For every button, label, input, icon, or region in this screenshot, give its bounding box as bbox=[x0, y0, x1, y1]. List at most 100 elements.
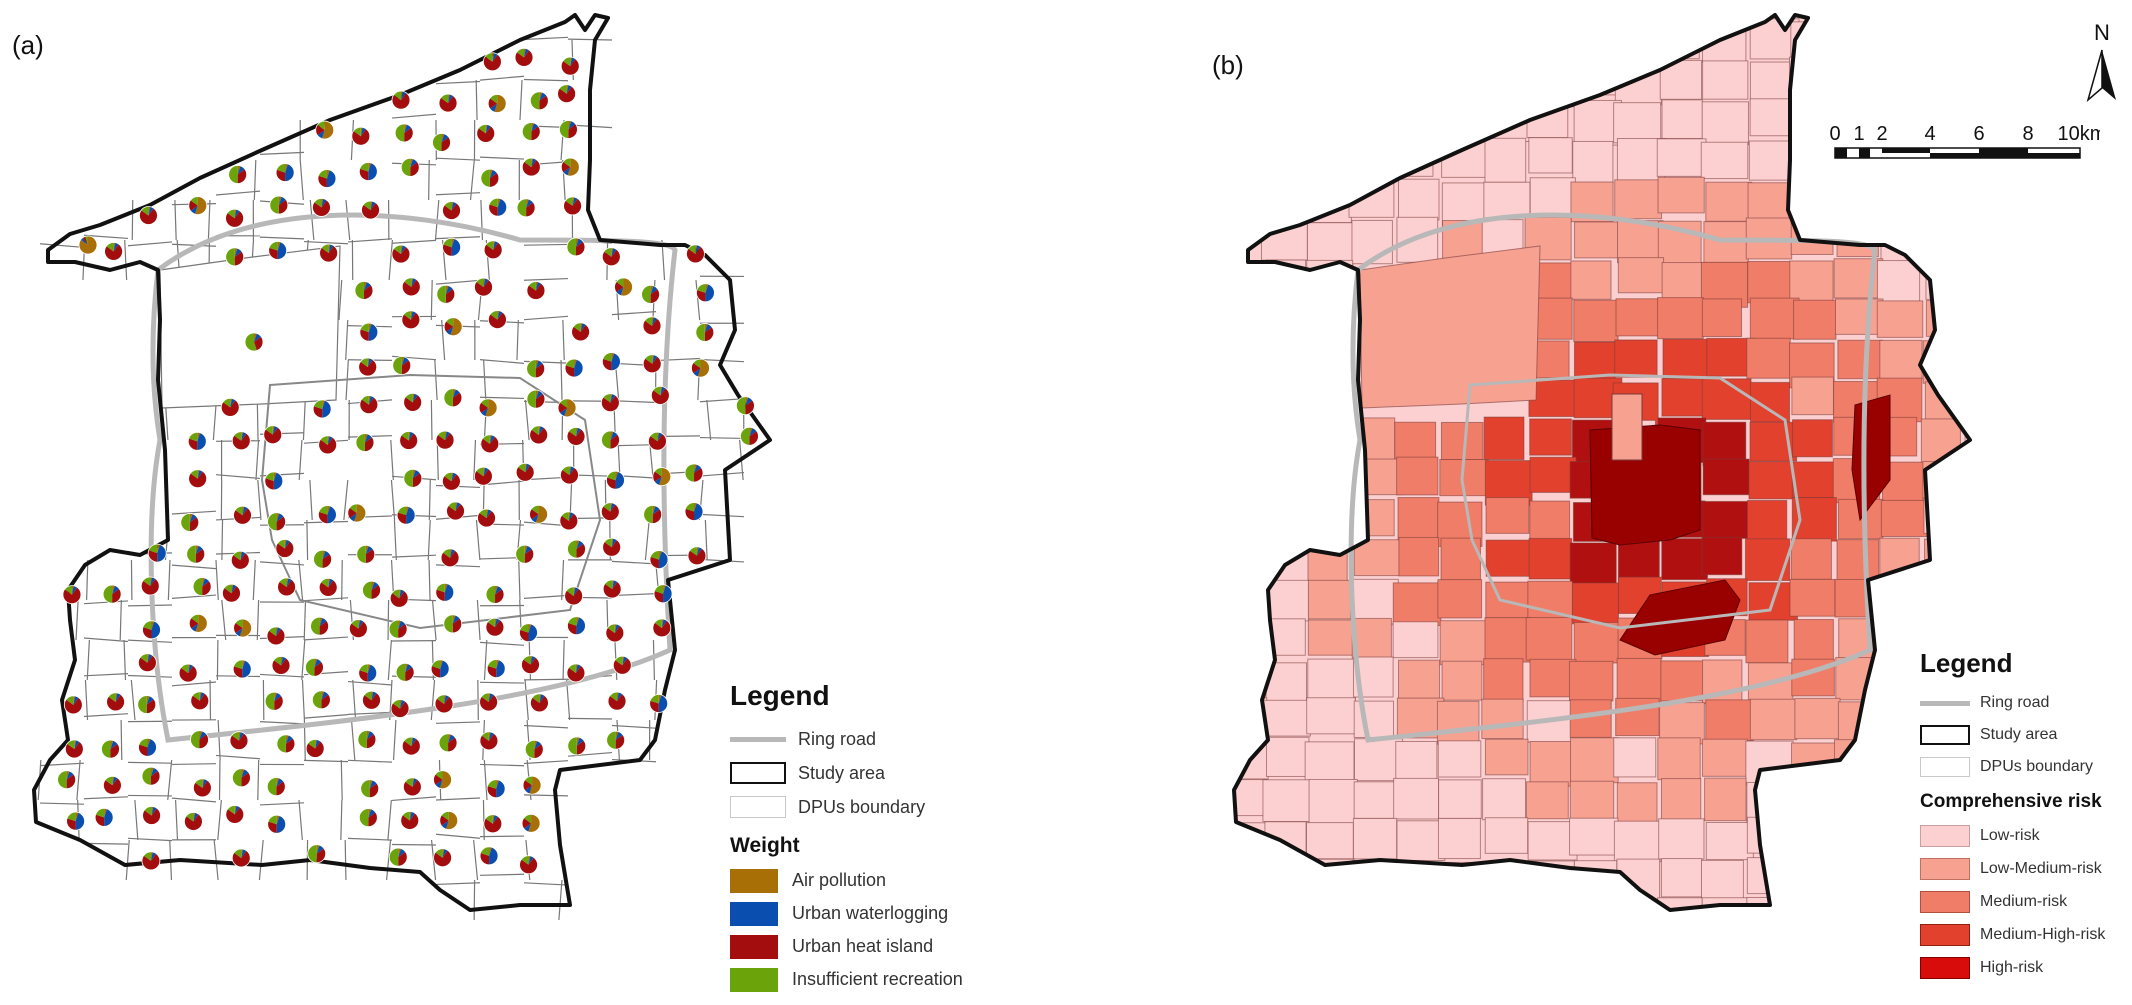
risk-cell bbox=[1569, 542, 1617, 584]
risk-cell bbox=[1262, 779, 1311, 823]
risk-cell bbox=[1528, 537, 1573, 580]
dpu-pie-marker bbox=[605, 623, 625, 643]
risk-cell bbox=[1485, 497, 1530, 534]
dpu-pie-marker bbox=[566, 663, 586, 683]
risk-cell bbox=[1529, 741, 1575, 787]
dpu-pie-marker bbox=[567, 539, 586, 559]
risk-cell bbox=[1351, 860, 1393, 905]
risk-cell bbox=[1967, 341, 1970, 385]
dpu-pie-marker bbox=[684, 502, 704, 521]
risk-cell bbox=[1617, 257, 1665, 294]
risk-label: Medium-High-risk bbox=[1980, 925, 2106, 943]
dpu-pie-marker bbox=[529, 425, 549, 445]
dpu-pie-marker bbox=[268, 241, 288, 260]
legend-a-weight-air: Air pollution bbox=[730, 864, 1000, 897]
dpu-pie-marker bbox=[225, 208, 244, 228]
risk-cell bbox=[1837, 897, 1878, 910]
dpu-pie-marker bbox=[141, 766, 161, 786]
risk-cell bbox=[1307, 178, 1352, 224]
dpu-pie-marker bbox=[178, 663, 198, 683]
risk-cell bbox=[1661, 538, 1709, 581]
risk-cell bbox=[1790, 898, 1837, 910]
risk-cell bbox=[1260, 16, 1307, 58]
risk-cell bbox=[1351, 499, 1395, 537]
risk-cell bbox=[1349, 578, 1399, 625]
dpu-pie-marker bbox=[514, 48, 534, 67]
risk-cell bbox=[1264, 420, 1310, 461]
dpu-pie-marker bbox=[649, 550, 669, 569]
legend-b-risk-low: Low-risk bbox=[1920, 819, 2130, 852]
risk-cell bbox=[1349, 17, 1395, 57]
dpu-pie-marker bbox=[269, 195, 289, 215]
dpu-pie-marker bbox=[103, 775, 122, 795]
legend-b-title: Legend bbox=[1920, 648, 2013, 678]
dpu-pie-marker bbox=[277, 577, 296, 597]
dpu-pie-marker bbox=[220, 397, 240, 417]
risk-cell bbox=[1877, 659, 1921, 702]
risk-cell bbox=[1616, 858, 1661, 900]
risk-cell-b-light bbox=[1611, 393, 1643, 461]
dpu-pie-marker bbox=[358, 162, 378, 181]
risk-cell bbox=[1835, 657, 1885, 701]
risk-cell bbox=[1437, 740, 1482, 778]
dpu-pie-marker bbox=[101, 739, 120, 759]
risk-cell bbox=[1789, 861, 1838, 900]
dpu-pie-marker bbox=[391, 244, 411, 264]
dpu-pie-marker bbox=[225, 805, 245, 824]
legend-b-item-study-area: Study area bbox=[1920, 719, 2130, 751]
risk-cell bbox=[1393, 21, 1436, 58]
risk-cell bbox=[1793, 780, 1842, 817]
risk-cell bbox=[1349, 901, 1396, 910]
risk-cell bbox=[1305, 100, 1356, 144]
risk-cell bbox=[1835, 782, 1884, 827]
risk-cell bbox=[1967, 216, 1970, 262]
north-arrow: N bbox=[2086, 20, 2116, 103]
legend-a-weight-heat: Urban heat island bbox=[730, 930, 1000, 963]
risk-cell bbox=[1657, 737, 1701, 781]
dpu-pie-marker bbox=[396, 505, 416, 525]
dpu-pie-marker bbox=[433, 848, 452, 868]
risk-cell bbox=[1264, 461, 1312, 501]
dpu-pie-marker bbox=[560, 157, 580, 177]
dpu-pie-marker bbox=[566, 237, 586, 257]
risk-cell bbox=[1657, 897, 1703, 910]
risk-cell bbox=[1613, 102, 1662, 144]
risk-cell bbox=[1614, 339, 1658, 378]
risk-cell bbox=[1920, 418, 1961, 464]
medium-risk-swatch bbox=[1920, 890, 1970, 913]
dpu-pie-marker bbox=[233, 505, 252, 525]
risk-cell bbox=[1700, 859, 1744, 902]
dpu-pie-marker bbox=[614, 277, 633, 297]
dpu-pie-marker bbox=[192, 577, 212, 597]
medium-high-risk-swatch bbox=[1920, 923, 1970, 946]
risk-cell bbox=[1881, 737, 1922, 777]
dpu-pie-marker bbox=[564, 586, 584, 606]
dpu-pie-marker bbox=[691, 358, 710, 378]
study-area-swatch bbox=[730, 762, 786, 784]
dpu-pie-marker bbox=[267, 814, 287, 834]
risk-cell bbox=[1398, 536, 1440, 577]
dpu-boundary-swatch bbox=[730, 796, 786, 818]
low-medium-risk-swatch bbox=[1920, 857, 1970, 880]
risk-cell bbox=[1260, 897, 1309, 910]
risk-cell bbox=[1968, 502, 1970, 541]
risk-cell bbox=[1396, 456, 1439, 496]
risk-cell bbox=[1485, 539, 1535, 577]
risk-cell bbox=[1616, 17, 1661, 57]
dpu-pie-marker bbox=[351, 126, 371, 146]
dpu-pie-marker bbox=[355, 433, 375, 452]
weight-label: Air pollution bbox=[792, 870, 887, 890]
dpu-pie-marker bbox=[348, 619, 368, 639]
dpu-pie-marker bbox=[529, 504, 548, 524]
risk-cell bbox=[1481, 698, 1524, 740]
dpu-pie-marker bbox=[400, 157, 420, 177]
scale-label-2: 2 bbox=[1876, 123, 1887, 145]
risk-cell bbox=[1745, 740, 1794, 785]
dpu-pie-marker bbox=[602, 537, 622, 557]
risk-cell bbox=[1572, 140, 1614, 185]
legend-b-risk-high: High-risk bbox=[1920, 951, 2130, 984]
risk-cell bbox=[1441, 21, 1488, 67]
risk-cell bbox=[1353, 781, 1401, 819]
risk-cell bbox=[1792, 461, 1841, 499]
risk-core-b bbox=[1589, 424, 1701, 546]
